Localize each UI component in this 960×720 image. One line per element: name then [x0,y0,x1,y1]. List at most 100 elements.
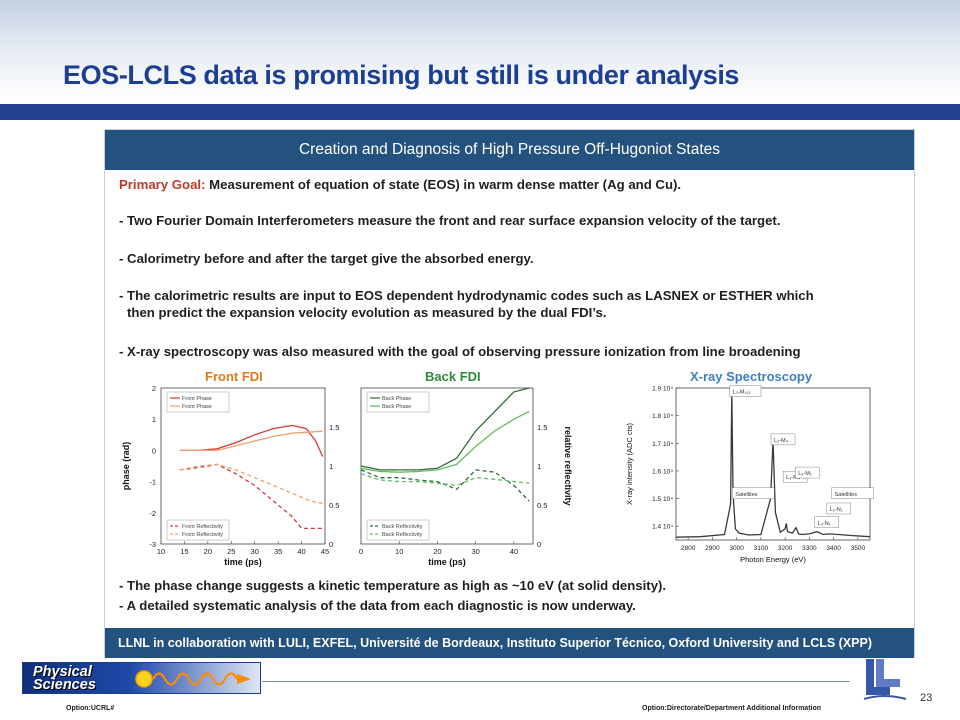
x-tick-label: 3400 [826,545,841,552]
peak-label: Satellites [835,492,858,498]
page-number: 23 [920,692,933,704]
y-axis-label: relative reflectivity [563,426,573,505]
front-legend-top-label: Front Phase [182,404,212,410]
y2-tick-label: 1 [329,462,333,471]
y2-tick-label: 0 [329,540,333,549]
peak-label-box [795,466,820,479]
series-line-2 [179,463,323,530]
conclusion-analysis: - A detailed systematic analysis of the … [119,598,636,613]
peak-label-box [826,502,851,515]
peak-label-box [831,487,874,499]
y-axis-label: X-ray intensity (ADC cts) [625,422,634,505]
llnl-logo-icon [863,659,907,700]
peak-label: L₃-N₁ [818,521,831,527]
back-fdi-chart: 0 10 20 30 40 1.5 1 0.5 0 time (ps) relative refle… [359,387,573,567]
x-tick-label: 40 [510,547,518,556]
x-tick-label: 30 [251,547,259,556]
bullet-hydrocodes: - The calorimetric results are input to … [119,288,814,303]
series-line-3 [179,463,323,505]
front-legend-bottom-box [166,519,230,541]
primary-goal-text: Measurement of equation of state (EOS) i… [209,177,682,192]
y-tick-label: 1.7 10⁴ [652,441,673,448]
x-tick-label: 3500 [851,545,866,552]
y-tick-label: -3 [149,540,156,549]
series-line-0 [675,390,871,538]
series-line-0 [179,424,324,457]
x-tick-label: 3100 [754,545,769,552]
back-legend-bottom-box [366,519,430,541]
y-tick-label: 1.5 10⁴ [652,496,673,503]
peak-label-box [729,385,762,397]
conclusion-phase: - The phase change suggests a kinetic te… [119,578,667,593]
xray-plot-frame [675,387,871,541]
y-tick-label: 1 [152,415,156,424]
title-rule [0,104,960,120]
front-plot-frame [160,387,326,545]
bullet-calorimetry: - Calorimetry before and after the targe… [119,251,534,266]
x-tick-label: 0 [359,547,363,556]
slide-title: EOS-LCLS data is promising but still is … [63,60,740,90]
x-tick-label: 3200 [778,545,793,552]
x-tick-label: 40 [297,547,305,556]
x-tick-label: 20 [204,547,212,556]
y-tick-label: 2 [152,384,156,393]
x-axis-label: time (ps) [224,557,262,567]
peak-label: L₃-M₁ [798,471,812,477]
back-legend-top-label: Back Phase [382,404,411,410]
logo-line1: Physical [33,664,92,680]
x-tick-label: 45 [321,547,329,556]
y2-tick-label: 1.5 [537,423,547,432]
series-line-3 [360,473,530,487]
x-tick-label: 30 [471,547,479,556]
x-tick-label: 25 [227,547,235,556]
x-axis-label: Photon Energy (eV) [740,555,806,564]
series-line-2 [360,469,530,502]
physical-sciences-logo: Physical Sciences [22,662,261,694]
x-tick-label: 2800 [681,545,696,552]
back-legend-bottom-label: Back Reflectivity [382,524,423,530]
y2-tick-label: 0.5 [329,501,339,510]
front-fdi-title: Front FDI [205,369,263,384]
title-background [0,0,960,100]
x-tick-label: 3300 [802,545,817,552]
front-legend-bottom-label: Front Reflectivity [182,524,223,530]
x-tick-label: 20 [433,547,441,556]
front-legend-bottom-label: Front Reflectivity [182,532,223,538]
y-tick-label: -2 [149,509,156,518]
x-axis-label: time (ps) [428,557,466,567]
back-legend-top-label: Back Phase [382,396,411,402]
series-line-1 [360,410,530,473]
peak-label: L₃-M₄ [786,475,801,481]
series-line-1 [179,430,323,452]
content-panel: Creation and Diagnosis of High Pressure … [104,129,915,658]
y2-tick-label: 1 [537,462,541,471]
x-tick-label: 15 [180,547,188,556]
panel-header: Creation and Diagnosis of High Pressure … [105,130,914,170]
logo-line2: Sciences [33,677,96,693]
y-tick-label: 1.8 10⁴ [652,413,673,420]
y2-tick-label: 0 [537,540,541,549]
xray-chart: 2800 2900 3000 3100 3200 3300 3400 3500 1.9 10⁴ 1… [625,385,874,564]
primary-goal-label: Primary Goal: [119,177,206,192]
y-tick-label: 0 [152,446,156,455]
x-tick-label: 35 [274,547,282,556]
front-legend-top-label: Front Phase [182,396,212,402]
peak-label: L₃-M₄,₅ [733,390,751,396]
y2-tick-label: 1.5 [329,423,339,432]
peak-label-box [770,433,796,446]
y-tick-label: 1.4 10⁴ [652,524,673,531]
footer-rule [262,681,850,682]
xray-title: X-ray Spectroscopy [690,369,813,384]
peak-label: L₂-N₁ [830,507,843,513]
bullet-xray: - X-ray spectroscopy was also measured w… [119,344,801,359]
series-line-0 [360,387,530,471]
back-fdi-title: Back FDI [425,369,481,384]
y-axis-label: phase (rad) [121,442,131,491]
front-legend-top-box [166,391,230,413]
back-plot-frame [360,387,534,545]
x-tick-label: 3000 [729,545,744,552]
peak-label-box [731,487,775,499]
y-tick-label: 1.6 10⁴ [652,468,673,475]
primary-goal: Primary Goal: Measurement of equation of… [119,176,681,193]
